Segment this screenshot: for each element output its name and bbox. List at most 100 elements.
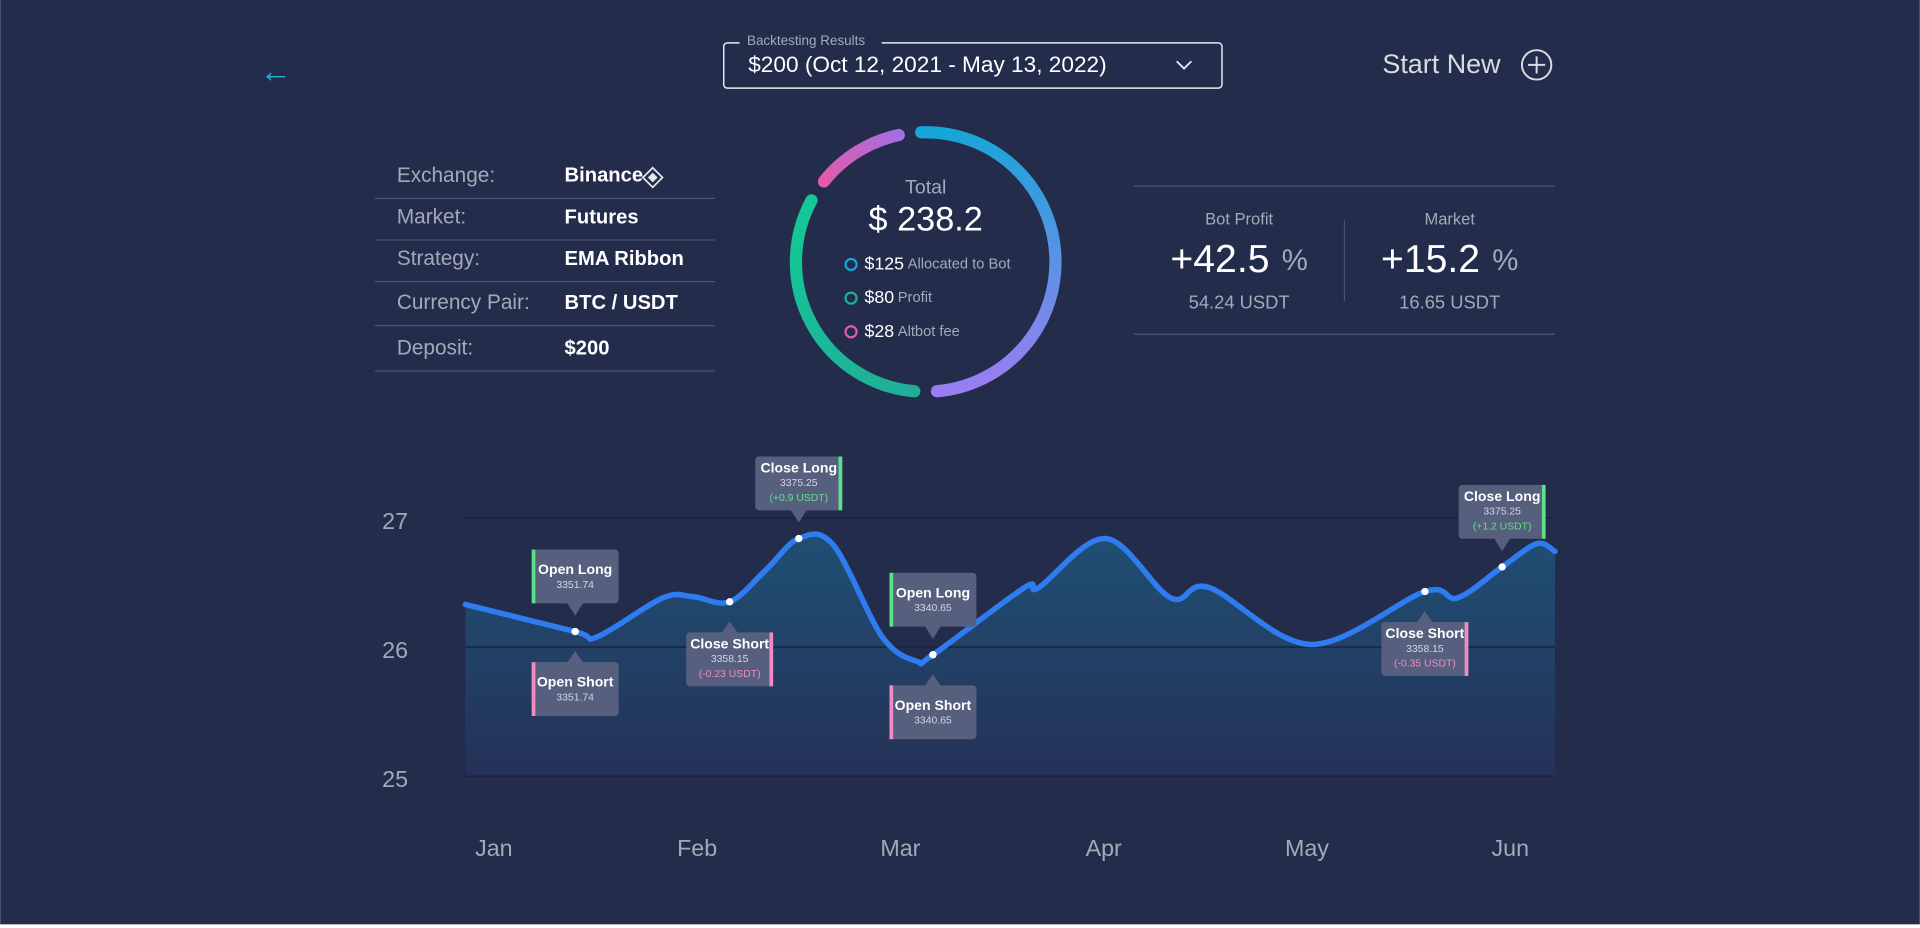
donut-total: $ 238.2 xyxy=(869,201,983,239)
tooltip-label: Close Short xyxy=(690,635,769,651)
tooltip-stripe xyxy=(531,662,536,717)
detail-label: Currency Pair: xyxy=(397,291,530,314)
trade-point xyxy=(795,534,803,543)
donut-segment xyxy=(817,128,905,188)
stat-unit: % xyxy=(1492,244,1518,277)
tooltip-stripe xyxy=(889,685,894,740)
detail-value: Futures xyxy=(565,206,639,228)
legend-dot xyxy=(844,325,858,339)
tooltip-pointer xyxy=(924,625,942,639)
stat-sub: 16.65 USDT xyxy=(1399,291,1500,312)
annotations: Open Long 3351.74 Open Short 3351.74 Close S… xyxy=(531,456,1546,740)
detail-label: Exchange: xyxy=(397,164,495,187)
tooltip-change: (+0.9 USDT) xyxy=(769,493,828,504)
trade-tooltip: Open Long 3340.65 xyxy=(889,572,977,639)
x-tick-label: Apr xyxy=(1086,835,1122,861)
price-chart: 25 26 27 Jan Feb Mar Apr May Jun Open Long 3351.74… xyxy=(382,456,1558,861)
tooltip-price: 3358.15 xyxy=(711,654,749,665)
donut-segment xyxy=(789,194,921,398)
trade-tooltip: Close Long 3375.25 (+1.2 USDT) xyxy=(1458,484,1546,552)
binance-icon xyxy=(641,166,664,189)
select-label: Backtesting Results xyxy=(747,33,865,48)
tooltip-pointer xyxy=(721,621,739,634)
trade-point xyxy=(1421,587,1429,596)
stat-number: +42.5 xyxy=(1170,238,1269,281)
legend-text: Profit xyxy=(898,290,932,306)
tooltip-stripe xyxy=(769,632,774,687)
stat-value: +42.5% xyxy=(1170,238,1307,281)
x-tick-label: Mar xyxy=(880,835,920,861)
tooltip-price: 3340.65 xyxy=(914,603,952,614)
tooltip-stripe xyxy=(1464,622,1469,676)
x-tick-label: May xyxy=(1285,835,1329,861)
detail-value: $200 xyxy=(565,337,610,359)
detail-value: EMA Ribbon xyxy=(565,248,684,270)
tooltip-label: Close Short xyxy=(1385,625,1464,641)
y-tick-label: 26 xyxy=(382,637,408,663)
detail-label: Deposit: xyxy=(397,336,473,359)
stat-number: +15.2 xyxy=(1381,238,1480,281)
legend-dot xyxy=(844,291,858,305)
stat-title: Bot Profit xyxy=(1205,210,1273,229)
tooltip-box xyxy=(889,572,977,627)
detail-value: BTC / USDT xyxy=(565,292,679,314)
plus-icon[interactable] xyxy=(1520,49,1553,81)
tooltip-pointer xyxy=(566,602,584,616)
legend-item: $28 Altbot fee xyxy=(865,320,960,340)
trade-point xyxy=(571,627,579,636)
start-new[interactable]: Start New xyxy=(1382,49,1501,79)
tooltip-box xyxy=(531,662,619,717)
range-select[interactable] xyxy=(722,42,1223,89)
tooltip-pointer xyxy=(1493,537,1511,552)
legend-item: $125 Allocated to Bot xyxy=(865,253,1011,273)
trade-tooltip: Close Short 3358.15 (-0.23 USDT) xyxy=(686,621,774,687)
tooltip-box xyxy=(686,632,774,687)
back-button[interactable]: ← xyxy=(260,53,292,89)
stat-title: Market xyxy=(1424,210,1475,229)
trade-tooltip: Open Short 3340.65 xyxy=(889,674,977,740)
area xyxy=(465,534,1555,777)
tooltip-box xyxy=(1381,622,1469,676)
tooltip-price: 3340.65 xyxy=(914,716,952,727)
tooltip-box xyxy=(1458,484,1546,539)
tooltip-change: (-0.23 USDT) xyxy=(699,669,761,680)
tooltip-label: Close Long xyxy=(760,459,837,475)
tooltip-box xyxy=(531,549,619,604)
tooltip-stripe xyxy=(838,456,843,511)
legend-item: $80 Profit xyxy=(865,287,933,307)
trade-point xyxy=(929,651,937,659)
legend-amount: $28 xyxy=(865,320,895,340)
tooltip-pointer xyxy=(790,509,808,523)
trade-tooltip: Close Long 3375.25 (+0.9 USDT) xyxy=(755,456,843,523)
tooltip-pointer xyxy=(924,674,942,687)
stats: Bot Profit +42.5 % 54.24 USDT Market +15.2 % 16… xyxy=(1170,210,1518,313)
tooltip-label: Open Short xyxy=(537,674,614,690)
x-tick-label: Jan xyxy=(475,835,513,861)
tooltip-price: 3351.74 xyxy=(556,580,594,591)
y-tick-label: 27 xyxy=(382,508,408,534)
tooltip-price: 3375.25 xyxy=(1483,507,1521,518)
donut-title: Total xyxy=(905,177,946,199)
tooltip-label: Close Long xyxy=(1464,488,1541,504)
stat-sub: 54.24 USDT xyxy=(1189,291,1290,312)
tooltip-stripe xyxy=(1541,484,1546,539)
tooltip-change: (-0.35 USDT) xyxy=(1394,658,1456,669)
x-tick-label: Feb xyxy=(677,835,717,861)
trade-point xyxy=(1498,563,1506,571)
detail-value: Binance xyxy=(565,165,644,187)
trade-tooltip: Close Short 3358.15 (-0.35 USDT) xyxy=(1381,611,1469,676)
stat-unit: % xyxy=(1282,244,1308,277)
tooltip-label: Open Long xyxy=(538,561,612,577)
y-tick-label: 25 xyxy=(382,766,408,792)
details-table: Exchange: Binance Market: Futures Strategy: E… xyxy=(374,164,716,372)
legend-dot xyxy=(844,257,858,272)
chevron xyxy=(1176,60,1193,70)
legend-amount: $80 xyxy=(865,287,895,307)
select-label-bg xyxy=(739,34,882,49)
tooltip-label: Open Short xyxy=(895,697,972,713)
legend-text: Altbot fee xyxy=(898,324,960,340)
tooltip-box xyxy=(889,685,977,740)
